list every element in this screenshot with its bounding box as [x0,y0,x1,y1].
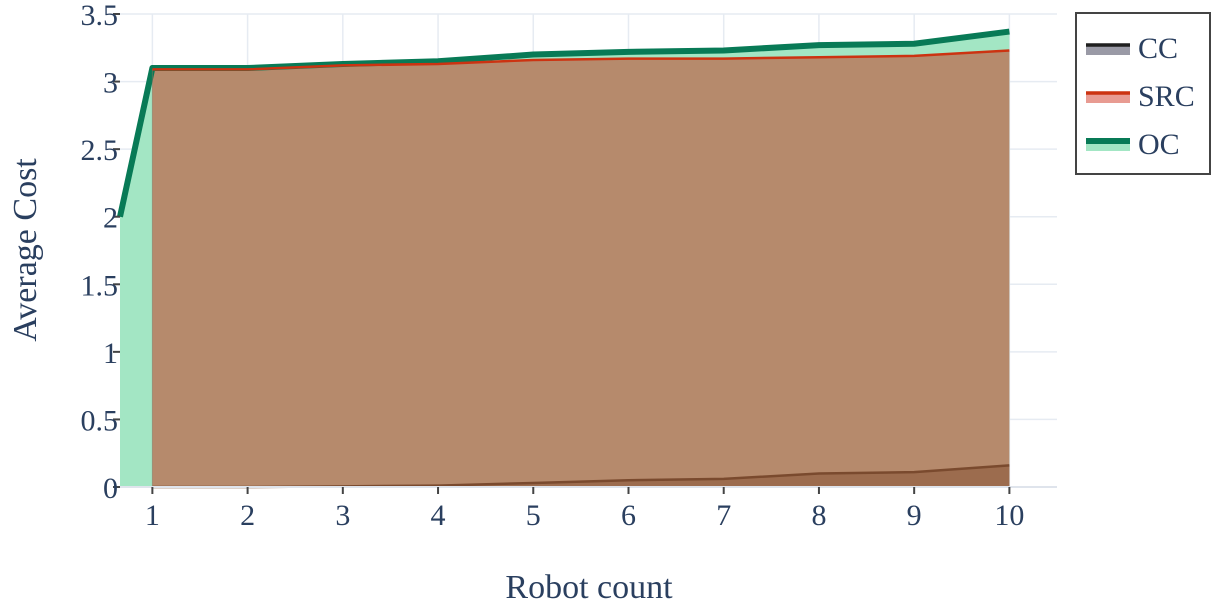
x-tick-label: 4 [431,499,446,532]
x-tick-label: 9 [907,499,922,532]
legend-label-src: SRC [1138,80,1195,113]
legend-swatch-fill [1086,93,1130,103]
legend: CC SRC OC [1075,12,1211,175]
y-tick-label: 3 [103,67,118,100]
x-tick-label: 6 [621,499,636,532]
x-tick-label: 1 [145,499,160,532]
y-tick-label: 0 [103,472,118,505]
x-tick-label: 7 [716,499,731,532]
legend-label-cc: CC [1138,32,1178,65]
x-tick-label: 3 [335,499,350,532]
y-tick-label: 1 [103,337,118,370]
area-src [152,50,1010,487]
x-tick-labels: 1 2 3 4 5 6 7 8 9 10 [145,499,1025,532]
y-tick-label: 2 [103,202,118,235]
x-tick-label: 8 [811,499,826,532]
series-areas [120,31,1010,487]
line-oc [117,28,1010,218]
series-lines [117,28,1010,489]
x-tick-label: 5 [526,499,541,532]
y-tick-label: 3.5 [81,0,119,32]
axes [113,13,1057,494]
y-tick-labels: 0 0.5 1 1.5 2 2.5 3 3.5 [81,0,119,505]
x-axis-title: Robot count [505,569,673,606]
x-tick-label: 10 [994,499,1024,532]
y-tick-label: 1.5 [81,269,119,302]
legend-swatch-fill [1086,141,1130,151]
legend-label-oc: OC [1138,128,1180,161]
line-src [152,49,1010,71]
legend-swatch-fill [1086,45,1130,55]
x-tick-label: 2 [240,499,255,532]
y-tick-label: 2.5 [81,134,119,167]
area-cc [152,465,1010,487]
y-tick-label: 0.5 [81,404,119,437]
y-axis-title: Average Cost [7,158,44,342]
